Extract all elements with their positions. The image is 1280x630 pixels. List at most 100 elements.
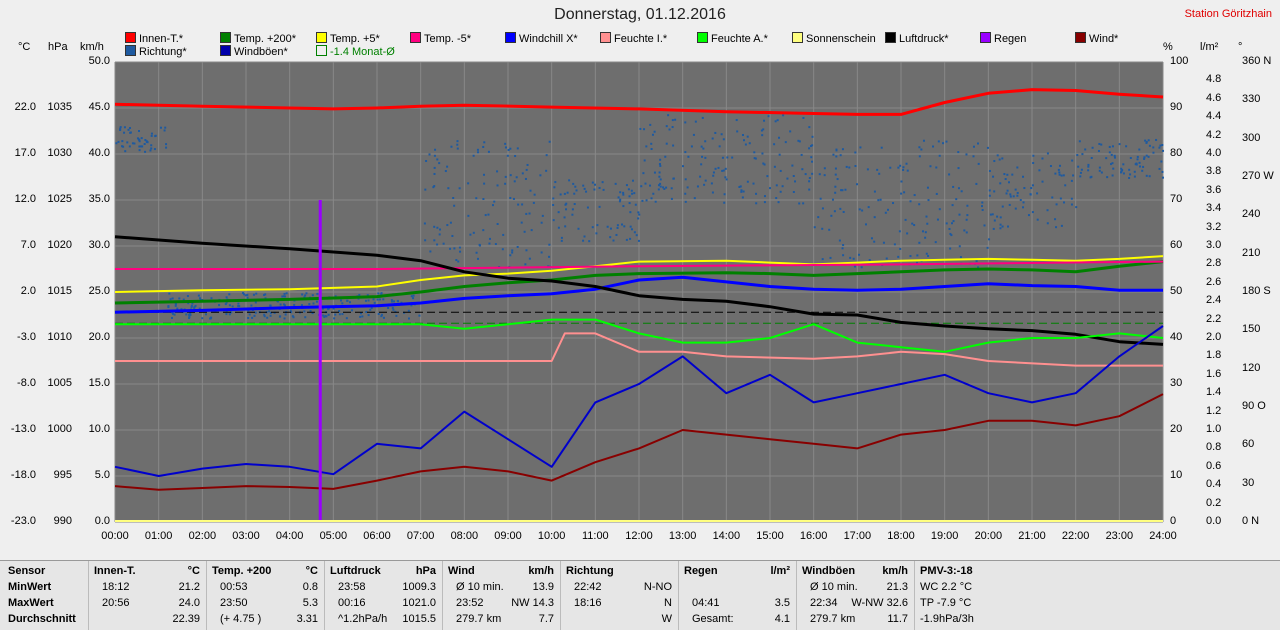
direction-point — [352, 304, 355, 307]
x-tick: 13:00 — [668, 530, 697, 542]
direction-point — [378, 298, 381, 301]
direction-point — [128, 145, 131, 148]
direction-point — [1098, 166, 1101, 169]
direction-point — [724, 176, 727, 179]
direction-point — [621, 223, 624, 226]
direction-point — [725, 178, 728, 181]
summary-value: 4.1 — [774, 613, 790, 625]
direction-point — [1060, 174, 1063, 177]
direction-point — [958, 245, 961, 248]
legend-swatch — [1075, 32, 1086, 43]
direction-point — [424, 239, 427, 242]
direction-point — [638, 213, 641, 216]
direction-point — [606, 225, 609, 228]
direction-point — [792, 190, 795, 193]
direction-point — [323, 315, 326, 318]
direction-point — [633, 231, 636, 234]
direction-point — [853, 265, 856, 268]
direction-point — [509, 254, 512, 257]
direction-point — [598, 186, 601, 189]
direction-point — [596, 224, 599, 227]
direction-point — [483, 182, 486, 185]
x-tick: 07:00 — [406, 530, 435, 542]
direction-point — [802, 116, 805, 119]
direction-point — [711, 191, 714, 194]
tick-direction: 150 — [1242, 323, 1261, 336]
direction-point — [1113, 154, 1116, 157]
direction-point — [283, 317, 286, 320]
direction-point — [1160, 160, 1163, 163]
direction-point — [1106, 176, 1109, 179]
direction-point — [684, 121, 687, 124]
direction-point — [210, 316, 213, 319]
direction-point — [188, 313, 191, 316]
direction-point — [593, 183, 596, 186]
direction-point — [254, 311, 257, 314]
x-tick: 12:00 — [625, 530, 653, 542]
direction-point — [369, 308, 372, 311]
tick-wind: 20.0 — [88, 331, 110, 343]
direction-point — [269, 311, 272, 314]
direction-point — [200, 309, 203, 312]
direction-point — [231, 305, 234, 308]
direction-point — [681, 165, 684, 168]
direction-point — [502, 233, 505, 236]
summary-title: Innen-T. — [94, 565, 136, 577]
legend-label: Windchill X* — [519, 33, 578, 45]
direction-point — [459, 250, 462, 253]
direction-point — [150, 134, 153, 137]
direction-point — [269, 304, 272, 307]
direction-point — [993, 219, 996, 222]
direction-point — [228, 293, 231, 296]
direction-point — [658, 175, 661, 178]
direction-point — [433, 154, 436, 157]
direction-point — [684, 178, 687, 181]
direction-point — [653, 130, 656, 133]
direction-point — [315, 300, 318, 303]
direction-point — [948, 227, 951, 230]
tick-percent: 80 — [1170, 147, 1183, 159]
direction-point — [1087, 165, 1090, 168]
direction-point — [925, 215, 928, 218]
summary-value: 1015.5 — [402, 613, 436, 625]
direction-point — [254, 306, 257, 309]
direction-point — [726, 156, 729, 159]
direction-point — [442, 242, 445, 245]
x-tick: 11:00 — [581, 530, 609, 542]
direction-point — [810, 145, 813, 148]
direction-point — [1087, 169, 1090, 172]
direction-point — [797, 139, 800, 142]
direction-point — [1054, 218, 1057, 221]
direction-point — [395, 314, 398, 317]
direction-point — [1128, 168, 1131, 171]
direction-point — [145, 140, 148, 143]
direction-point — [1049, 165, 1052, 168]
direction-point — [521, 172, 524, 175]
legend-label: Temp. -5* — [424, 33, 472, 45]
direction-point — [361, 315, 364, 318]
summary-col-boeen: Windböen km/h Ø 10 min. 21.3 22:34 W-NW 32.6 2… — [796, 561, 915, 630]
direction-point — [467, 182, 470, 185]
direction-point — [1100, 171, 1103, 174]
direction-point — [382, 298, 385, 301]
direction-point — [615, 233, 618, 236]
tick-pressure: 1025 — [47, 193, 72, 205]
direction-point — [322, 314, 325, 317]
direction-point — [143, 143, 146, 146]
direction-point — [164, 126, 167, 129]
direction-point — [482, 198, 485, 201]
direction-point — [1161, 144, 1164, 147]
direction-point — [1135, 162, 1138, 165]
direction-point — [434, 148, 437, 151]
direction-point — [433, 166, 436, 169]
direction-point — [991, 213, 994, 216]
station-name: Station Göritzhain — [1184, 8, 1272, 20]
direction-point — [672, 177, 675, 180]
direction-point — [905, 162, 908, 165]
direction-point — [253, 314, 256, 317]
direction-point — [658, 162, 661, 165]
tick-direction: 330 — [1242, 93, 1261, 106]
direction-point — [845, 165, 848, 168]
direction-point — [247, 309, 250, 312]
summary-unit: l/m² — [770, 565, 790, 577]
